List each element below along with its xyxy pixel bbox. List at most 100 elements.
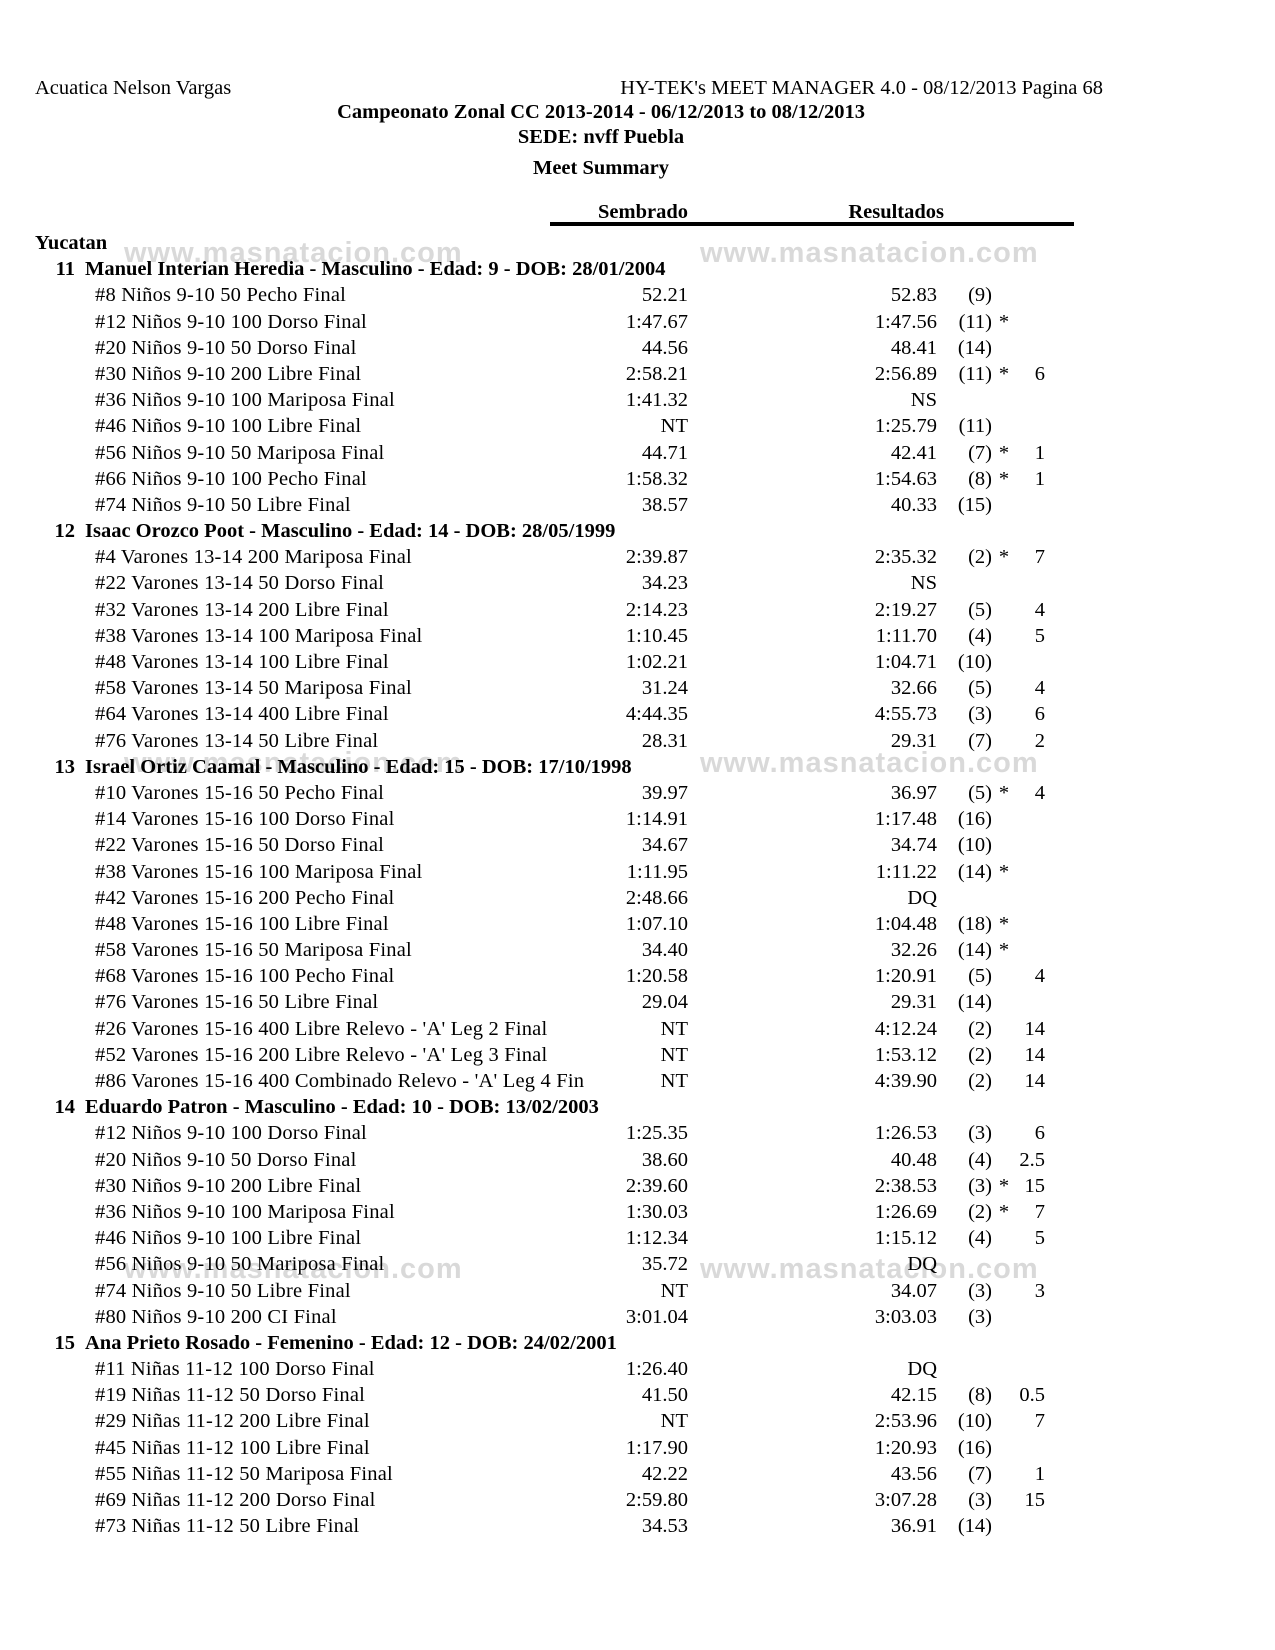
swimmer-name-details: Eduardo Patron - Masculino - Edad: 10 - … — [85, 1096, 599, 1119]
event-name: #8 Niños 9-10 50 Pecho Final — [95, 284, 347, 307]
event-name: #4 Varones 13-14 200 Mariposa Final — [95, 546, 412, 569]
seed-time: 1:02.21 — [625, 651, 688, 673]
record-star — [992, 492, 1016, 518]
points — [1016, 885, 1045, 911]
points — [1016, 911, 1045, 937]
seed-time: 39.97 — [641, 781, 688, 804]
points: 6 — [1034, 362, 1045, 385]
points: 3 — [1034, 1279, 1045, 1302]
points — [1016, 282, 1045, 308]
record-star: * — [998, 1174, 1010, 1197]
record-star — [992, 623, 1016, 649]
place: (4) — [968, 1148, 992, 1171]
result-time: 3:07.28 — [874, 1489, 937, 1511]
event-name: #32 Varones 13-14 200 Libre Final — [95, 598, 389, 621]
result-time: 1:25.79 — [874, 415, 937, 438]
points — [1016, 1304, 1045, 1330]
record-star — [992, 387, 1016, 413]
points — [1016, 387, 1045, 413]
column-spacer — [937, 201, 992, 224]
place — [937, 1356, 992, 1382]
seed-time: 31.24 — [641, 677, 688, 700]
watermark: www.masnatacion.com — [700, 747, 1039, 779]
result-time: 1:20.93 — [874, 1436, 937, 1459]
record-star — [992, 1042, 1016, 1068]
result-time: 2:53.96 — [874, 1410, 937, 1433]
place: (5) — [968, 965, 992, 988]
event-name: #76 Varones 15-16 50 Libre Final — [95, 991, 379, 1014]
swimmer-name-details: Isaac Orozco Poot - Masculino - Edad: 14… — [85, 520, 616, 543]
event-name: #58 Varones 13-14 50 Mariposa Final — [95, 677, 412, 700]
event-name: #30 Niños 9-10 200 Libre Final — [95, 362, 362, 385]
event-row: #58 Varones 15-16 50 Mariposa Final 34.40… — [0, 937, 1275, 963]
record-star — [992, 1016, 1016, 1042]
event-row: #22 Varones 13-14 50 Dorso Final 34.23 NS — [0, 570, 1275, 596]
event-row: #64 Varones 13-14 400 Libre Final 4:44.35… — [0, 701, 1275, 727]
event-row: #76 Varones 13-14 50 Libre Final 28.31 29.… — [0, 728, 1275, 754]
event-row: #74 Niños 9-10 50 Libre Final 38.57 40.33 (… — [0, 492, 1275, 518]
event-name: #74 Niños 9-10 50 Libre Final — [95, 493, 351, 516]
place: (10) — [957, 834, 992, 857]
place: (4) — [968, 624, 992, 647]
meet-venue: SEDE: nvff Puebla — [517, 126, 685, 148]
place: (8) — [968, 1384, 992, 1407]
result-time: 1:53.12 — [874, 1043, 937, 1066]
record-star — [992, 1356, 1016, 1382]
result-time: 1:26.69 — [874, 1200, 937, 1223]
result-time: 1:47.56 — [874, 310, 937, 333]
event-name: #36 Niños 9-10 100 Mariposa Final — [95, 389, 395, 412]
seed-time: NT — [660, 1279, 688, 1302]
event-row: #14 Varones 15-16 100 Dorso Final 1:14.91… — [0, 806, 1275, 832]
seed-time: 44.71 — [641, 441, 688, 464]
points: 7 — [1034, 1200, 1045, 1223]
record-star — [992, 1068, 1016, 1094]
result-time: 40.33 — [890, 493, 937, 516]
points — [1016, 832, 1045, 858]
meet-title: Campeonato Zonal CC 2013-2014 - 06/12/20… — [337, 101, 865, 123]
event-name: #64 Varones 13-14 400 Libre Final — [95, 703, 389, 726]
points — [1016, 989, 1045, 1015]
place: (7) — [968, 441, 992, 464]
event-row: #73 Niñas 11-12 50 Libre Final 34.53 36.91… — [0, 1513, 1275, 1539]
event-name: #38 Varones 13-14 100 Mariposa Final — [95, 624, 423, 647]
event-name: #56 Niños 9-10 50 Mariposa Final — [95, 441, 385, 464]
event-row: #46 Niños 9-10 100 Libre Final NT 1:25.79 (… — [0, 413, 1275, 439]
event-row: #26 Varones 15-16 400 Libre Relevo - 'A'… — [0, 1016, 1275, 1042]
header-rule — [550, 222, 1074, 226]
swimmer-number: 12 — [54, 520, 76, 543]
record-star — [992, 1435, 1016, 1461]
event-row: #4 Varones 13-14 200 Mariposa Final 2:39.… — [0, 544, 1275, 570]
record-star: * — [998, 441, 1010, 464]
seed-time: 38.57 — [641, 493, 688, 516]
watermark: www.masnatacion.com — [700, 237, 1039, 269]
points: 15 — [1024, 1489, 1046, 1511]
record-star — [992, 282, 1016, 308]
event-name: #55 Niñas 11-12 50 Mariposa Final — [95, 1462, 393, 1485]
event-name: #69 Niñas 11-12 200 Dorso Final — [95, 1489, 376, 1511]
points: 2.5 — [1019, 1148, 1045, 1171]
swimmer-number: 14 — [54, 1096, 76, 1119]
seed-time: NT — [660, 1070, 688, 1092]
event-row: #58 Varones 13-14 50 Mariposa Final 31.24… — [0, 675, 1275, 701]
swimmer-number: 11 — [55, 258, 75, 281]
points: 7 — [1034, 1410, 1045, 1433]
event-name: #56 Niños 9-10 50 Mariposa Final — [95, 1253, 385, 1276]
points — [1016, 492, 1045, 518]
seed-time: 34.53 — [641, 1515, 688, 1538]
record-star: * — [998, 362, 1010, 385]
seed-time: 2:48.66 — [625, 886, 688, 909]
event-name: #68 Varones 15-16 100 Pecho Final — [95, 965, 395, 988]
seed-time: 4:44.35 — [625, 703, 688, 726]
swimmer-header: 11 Manuel Interian Heredia - Masculino - … — [0, 256, 1275, 282]
event-row: #48 Varones 13-14 100 Libre Final 1:02.21… — [0, 649, 1275, 675]
seed-time: 1:25.35 — [625, 1122, 688, 1145]
result-time: 43.56 — [890, 1462, 937, 1485]
points: 14 — [1024, 1070, 1046, 1092]
points: 14 — [1024, 1043, 1046, 1066]
event-row: #68 Varones 15-16 100 Pecho Final 1:20.58… — [0, 963, 1275, 989]
place: (2) — [968, 1017, 992, 1040]
points: 4 — [1034, 598, 1045, 621]
place: (2) — [968, 1200, 992, 1223]
result-time: 1:15.12 — [874, 1227, 937, 1250]
